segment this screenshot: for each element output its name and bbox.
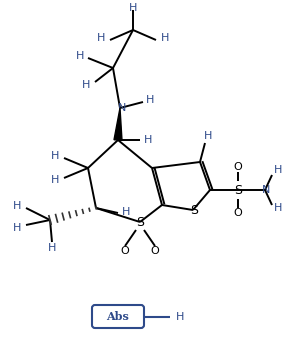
Text: H: H bbox=[76, 51, 84, 61]
Text: N: N bbox=[262, 185, 270, 195]
Text: S: S bbox=[234, 183, 242, 196]
Polygon shape bbox=[114, 108, 122, 140]
Text: O: O bbox=[234, 208, 242, 218]
Text: Abs: Abs bbox=[107, 311, 129, 322]
Text: H: H bbox=[48, 243, 56, 253]
Text: H: H bbox=[161, 33, 169, 43]
Text: H: H bbox=[13, 201, 21, 211]
Text: H: H bbox=[13, 223, 21, 233]
Text: H: H bbox=[129, 3, 137, 13]
Text: H: H bbox=[274, 165, 282, 175]
Text: H: H bbox=[144, 135, 152, 145]
Text: H: H bbox=[146, 95, 154, 105]
Text: H: H bbox=[204, 131, 212, 141]
Text: O: O bbox=[151, 246, 159, 256]
Text: N: N bbox=[118, 103, 126, 113]
Text: O: O bbox=[234, 162, 242, 172]
Text: H: H bbox=[122, 207, 130, 217]
Text: H: H bbox=[51, 151, 59, 161]
Text: H: H bbox=[97, 33, 105, 43]
FancyBboxPatch shape bbox=[92, 305, 144, 328]
Text: H: H bbox=[176, 312, 184, 322]
Text: O: O bbox=[121, 246, 129, 256]
Text: S: S bbox=[136, 216, 144, 228]
Text: S: S bbox=[190, 205, 198, 217]
Text: H: H bbox=[51, 175, 59, 185]
Text: H: H bbox=[274, 203, 282, 213]
Text: H: H bbox=[82, 80, 90, 90]
